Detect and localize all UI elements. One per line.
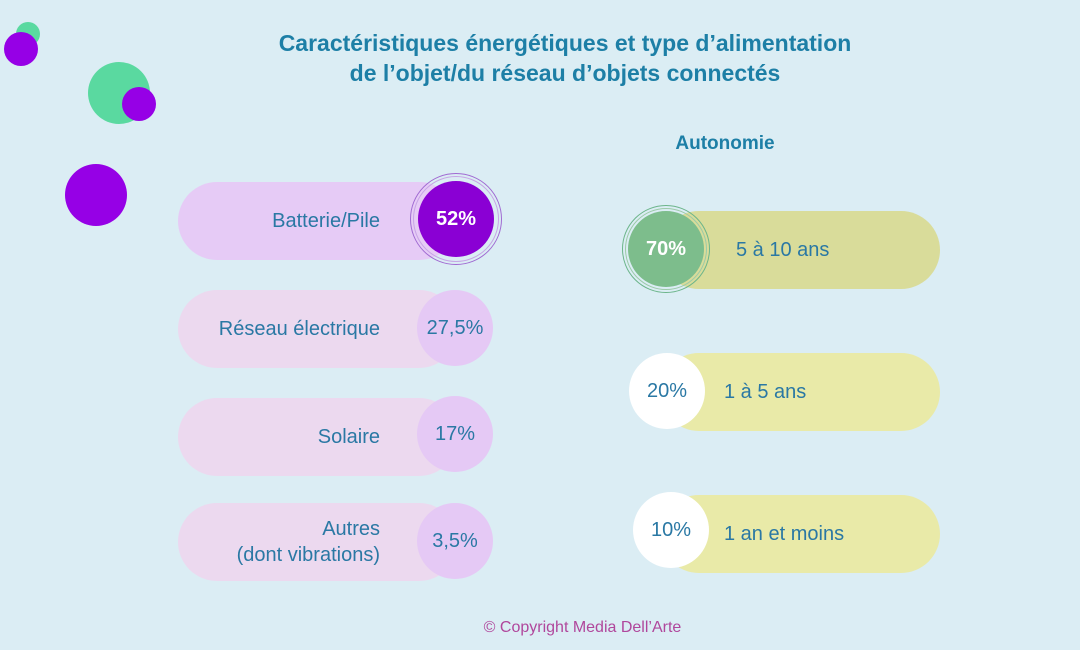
power-source-value-battery: 52% xyxy=(418,181,494,257)
power-source-pill-grid: Réseau électrique xyxy=(178,290,458,368)
power-source-label-solar: Solaire xyxy=(317,426,380,448)
autonomy-value-1-5: 20% xyxy=(629,353,705,429)
autonomy-label-1-or-less: 1 an et moins xyxy=(724,522,845,545)
power-source-value-grid: 27,5% xyxy=(417,290,493,366)
chart-title-line-1: Caractéristiques énergétiques et type d’… xyxy=(278,30,852,56)
power-source-label-other: Autres (dont vibrations) xyxy=(236,518,380,566)
autonomy-ring-inner xyxy=(625,208,707,290)
autonomy-title: Autonomie xyxy=(675,133,775,154)
power-source-pill-solar: Solaire xyxy=(178,398,458,476)
power-source-value-solar: 17% xyxy=(417,396,493,472)
power-source-ring-inner xyxy=(413,176,499,262)
decorative-circle-purple-large xyxy=(65,164,127,226)
autonomy-value-1-or-less: 10% xyxy=(633,492,709,568)
decorative-circle-purple-small xyxy=(4,32,38,66)
autonomy-label-5-10: 5 à 10 ans xyxy=(736,238,830,261)
chart-title-line-2: de l’objet/du réseau d’objets connectés xyxy=(349,60,781,86)
decorative-circle-purple-medium xyxy=(122,87,156,121)
power-source-value-other: 3,5% xyxy=(417,503,493,579)
chart-title: Caractéristiques énergétiques et type d’… xyxy=(0,28,1080,88)
autonomy-pill-1-5: 1 à 5 ans xyxy=(660,353,940,431)
power-source-pill-other: Autres (dont vibrations) xyxy=(178,503,458,581)
autonomy-label-1-5: 1 à 5 ans xyxy=(724,380,807,403)
autonomy-value-5-10: 70% xyxy=(628,211,704,287)
power-source-label-grid: Réseau électrique xyxy=(218,318,380,340)
autonomy-ring-outer xyxy=(622,205,710,293)
power-source-label-battery: Batterie/Pile xyxy=(272,210,380,232)
power-source-ring-outer xyxy=(410,173,502,265)
copyright-notice: © Copyright Media Dell’Arte xyxy=(483,619,682,636)
